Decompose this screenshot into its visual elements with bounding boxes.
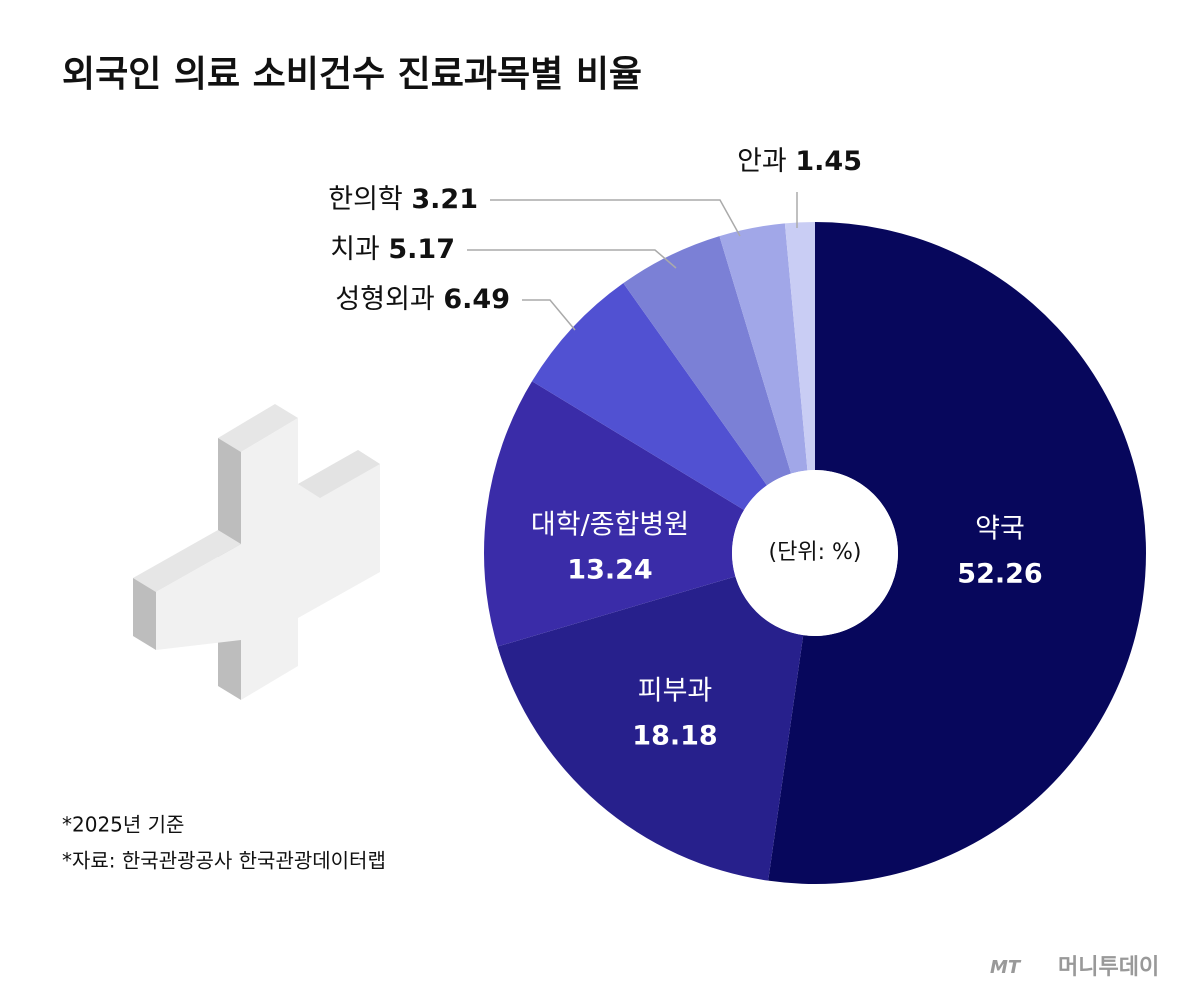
category-name: 치과 xyxy=(330,234,380,265)
leader-line xyxy=(490,199,741,237)
note: *자료: 한국관광공사 한국관광데이터랩 xyxy=(62,849,386,873)
slice xyxy=(768,221,1147,885)
slice xyxy=(497,576,804,881)
slice-label: 한의학 3.21 xyxy=(328,184,478,215)
value-label: 52.26 xyxy=(957,559,1042,590)
slice-label: 성형외과 6.49 xyxy=(335,284,510,315)
value-label: 1.45 xyxy=(795,146,862,177)
slice xyxy=(484,381,745,647)
slice-label: 약국 xyxy=(975,514,1025,545)
slice-label: 안과 1.45 xyxy=(737,146,862,177)
plus-decoration xyxy=(133,404,380,700)
logo-mark: MT xyxy=(990,957,1022,978)
value-label: 5.17 xyxy=(388,234,455,265)
category-name: 성형외과 xyxy=(335,284,434,315)
value-label: 13.24 xyxy=(567,555,652,586)
category-name: 한의학 xyxy=(328,184,403,215)
value-label: 18.18 xyxy=(632,721,717,752)
slice-label: 피부과 xyxy=(638,676,713,707)
slice xyxy=(784,222,815,471)
value-label: 3.21 xyxy=(411,184,478,215)
value-label: 6.49 xyxy=(443,284,510,315)
chart-title: 외국인 의료 소비건수 진료과목별 비율 xyxy=(62,54,642,95)
leader-line xyxy=(467,249,677,269)
slice xyxy=(532,283,767,510)
slice-label: 치과 5.17 xyxy=(330,234,455,265)
category-name: 안과 xyxy=(737,146,787,177)
center-label: (단위: %) xyxy=(769,540,862,565)
leader-line xyxy=(522,299,576,331)
slice-label: 대학/종합병원 xyxy=(531,510,689,541)
slice xyxy=(623,236,792,486)
logo-name: 머니투데이 xyxy=(1058,955,1159,980)
note: *2025년 기준 xyxy=(62,813,184,837)
slice xyxy=(719,223,808,474)
donut-hole xyxy=(732,470,898,636)
